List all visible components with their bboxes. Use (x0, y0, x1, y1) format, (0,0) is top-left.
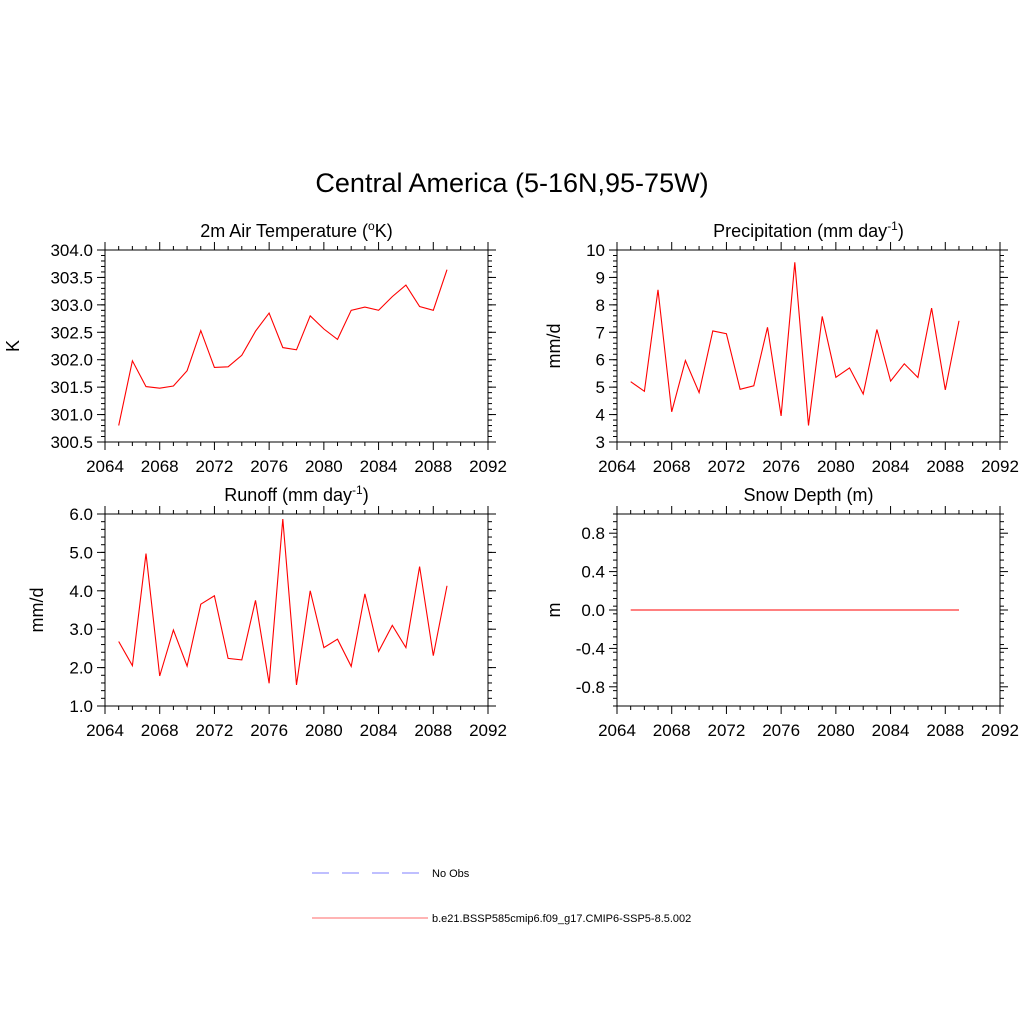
precipitation-xtick-label: 2072 (708, 457, 746, 476)
temperature-title-text: 2m Air Temperature ( (200, 221, 368, 241)
temperature-ytick-label: 300.5 (50, 433, 93, 452)
runoff-ytick-label: 4.0 (69, 582, 93, 601)
temperature-title-tail: K) (375, 221, 393, 241)
precipitation-xtick-label: 2084 (872, 457, 910, 476)
legend-label: No Obs (432, 868, 470, 880)
runoff-title-tail: ) (363, 485, 369, 505)
runoff-xtick-label: 2068 (141, 721, 179, 740)
runoff-xtick-label: 2064 (86, 721, 124, 740)
temperature-xtick-label: 2092 (469, 457, 507, 476)
snow-depth-ytick-label: 0.8 (581, 524, 605, 543)
temperature-ytick-label: 304.0 (50, 241, 93, 260)
temperature-frame (104, 249, 489, 443)
panel-runoff: Runoff (mm day-1) mm/d 2064 2068 2072 2076 208… (27, 483, 507, 740)
temperature-xtick-label: 2064 (86, 457, 124, 476)
snow-depth-xtick-label: 2092 (981, 721, 1019, 740)
snow-depth-ytick-label: 0.4 (581, 563, 605, 582)
temperature-ytick-label: 303.0 (50, 296, 93, 315)
snow-depth-title-text: Snow Depth (m) (743, 485, 873, 505)
temperature-xtick-label: 2088 (414, 457, 452, 476)
precipitation-ytick-label: 5 (596, 378, 605, 397)
precipitation-xtick-label: 2088 (926, 457, 964, 476)
runoff-xtick-label: 2088 (414, 721, 452, 740)
temperature-xtick-label: 2080 (305, 457, 343, 476)
runoff-ytick-label: 6.0 (69, 505, 93, 524)
temperature-ytick-label: 301.5 (50, 378, 93, 397)
temperature-ytick-label: 302.5 (50, 323, 93, 342)
snow-depth-ytick-label: 0.0 (581, 601, 605, 620)
temperature-xtick-label: 2076 (250, 457, 288, 476)
runoff-frame (104, 513, 489, 707)
precipitation-title-text: Precipitation (mm day (713, 221, 887, 241)
runoff-xtick-label: 2092 (469, 721, 507, 740)
runoff-ytick-label: 2.0 (69, 659, 93, 678)
runoff-ytick-label: 1.0 (69, 697, 93, 716)
precipitation-xtick-label: 2092 (981, 457, 1019, 476)
runoff-ylabel: mm/d (27, 588, 47, 633)
runoff-xtick-label: 2076 (250, 721, 288, 740)
snow-depth-xtick-label: 2080 (817, 721, 855, 740)
temperature-xtick-label: 2068 (141, 457, 179, 476)
figure-title: Central America (5-16N,95-75W) (315, 168, 709, 198)
runoff-xtick-label: 2072 (196, 721, 234, 740)
snow-depth-xtick-label: 2076 (762, 721, 800, 740)
precipitation-title: Precipitation (mm day-1) (713, 219, 904, 241)
temperature-title: 2m Air Temperature (oK) (200, 219, 392, 241)
precipitation-xtick-label: 2068 (653, 457, 691, 476)
temperature-title-sup: o (368, 219, 375, 233)
temperature-ytick-label: 303.5 (50, 268, 93, 287)
runoff-xtick-label: 2080 (305, 721, 343, 740)
temperature-xtick-label: 2072 (196, 457, 234, 476)
runoff-title-sup: -1 (352, 483, 363, 497)
temperature-ylabel: K (3, 340, 23, 352)
runoff-series-line (118, 518, 448, 685)
snow-depth-xtick-label: 2068 (653, 721, 691, 740)
temperature-xtick-label: 2084 (360, 457, 398, 476)
temperature-series-line (118, 269, 448, 426)
precipitation-ytick-label: 7 (596, 323, 605, 342)
legend: No Obs b.e21.BSSP585cmip6.f09_g17.CMIP6-S… (312, 868, 691, 925)
precipitation-xtick-label: 2080 (817, 457, 855, 476)
precipitation-series-line (630, 262, 960, 426)
precipitation-xtick-label: 2064 (598, 457, 636, 476)
panel-precipitation: Precipitation (mm day-1) mm/d 2064 2068 2072… (544, 219, 1019, 476)
precipitation-ytick-label: 9 (596, 268, 605, 287)
snow-depth-title: Snow Depth (m) (743, 485, 873, 505)
snow-depth-ytick-label: -0.8 (576, 678, 605, 697)
runoff-ytick-label: 5.0 (69, 543, 93, 562)
precipitation-frame (616, 249, 1001, 443)
precipitation-title-tail: ) (898, 221, 904, 241)
snow-depth-xtick-label: 2088 (926, 721, 964, 740)
snow-depth-xtick-label: 2072 (708, 721, 746, 740)
precipitation-ytick-label: 4 (596, 406, 605, 425)
snow-depth-xtick-label: 2064 (598, 721, 636, 740)
precipitation-ytick-label: 6 (596, 351, 605, 370)
precipitation-ytick-label: 8 (596, 296, 605, 315)
precipitation-ylabel: mm/d (544, 324, 564, 369)
temperature-ytick-label: 301.0 (50, 406, 93, 425)
panel-snow-depth: Snow Depth (m) m 2064 2068 2072 2076 2080 2084 2… (544, 485, 1019, 740)
precipitation-xtick-label: 2076 (762, 457, 800, 476)
precipitation-ytick-label: 10 (586, 241, 605, 260)
panel-temperature: 2m Air Temperature (oK) K 2064 2068 2072 2076… (3, 219, 507, 476)
precipitation-ytick-label: 3 (596, 433, 605, 452)
snow-depth-xtick-label: 2084 (872, 721, 910, 740)
runoff-title: Runoff (mm day-1) (224, 483, 368, 505)
snow-depth-ylabel: m (544, 603, 564, 618)
legend-label: b.e21.BSSP585cmip6.f09_g17.CMIP6-SSP5-8.… (432, 913, 691, 925)
runoff-xtick-label: 2084 (360, 721, 398, 740)
precipitation-title-sup: -1 (887, 219, 898, 233)
runoff-title-text: Runoff (mm day (224, 485, 352, 505)
runoff-ytick-label: 3.0 (69, 620, 93, 639)
temperature-ytick-label: 302.0 (50, 351, 93, 370)
snow-depth-ytick-label: -0.4 (576, 639, 605, 658)
